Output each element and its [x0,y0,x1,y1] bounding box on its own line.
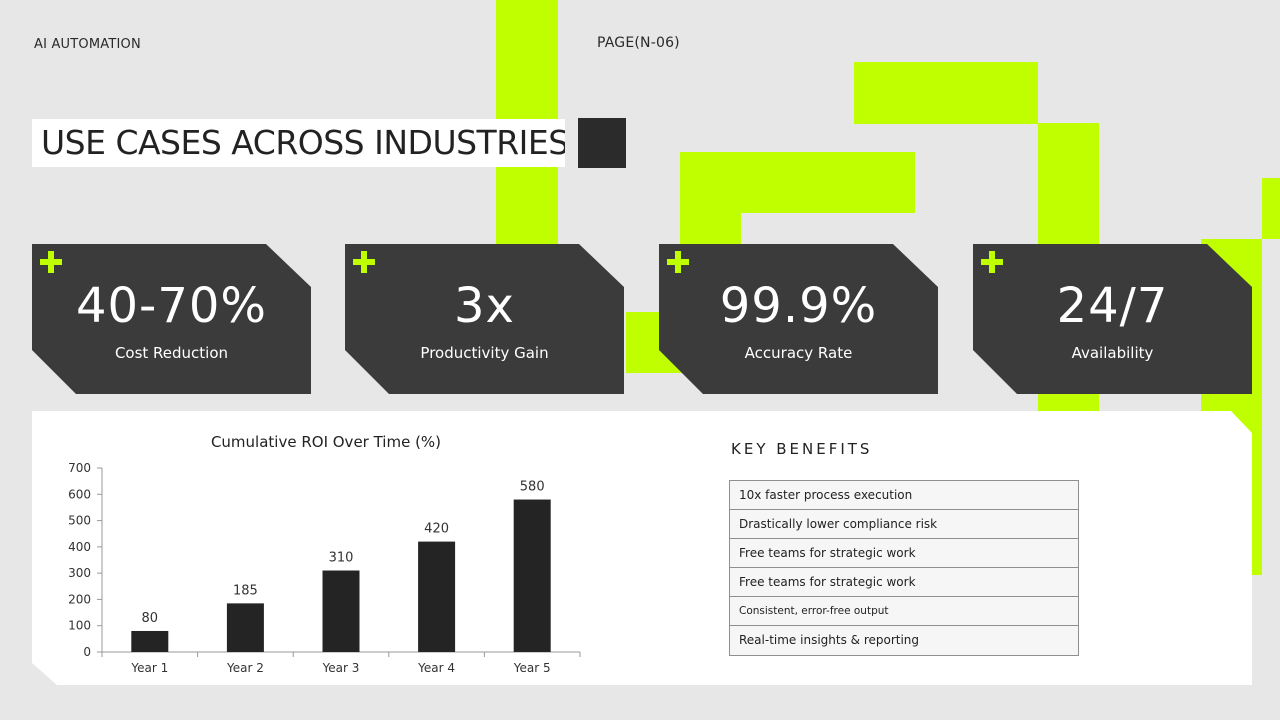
stat-label: Cost Reduction [114,344,229,362]
x-tick-label: Year 1 [130,661,168,675]
y-tick-label: 200 [68,592,91,606]
data-label: 580 [520,480,545,495]
x-tick-label: Year 2 [226,661,264,675]
plus-icon [667,251,689,273]
benefit-row: Consistent, error-free output [730,597,1078,626]
data-label: 80 [142,611,159,626]
bar [513,499,551,652]
stat-value: 24/7 [1056,278,1169,334]
stat-card-accuracy-rate: 99.9% Accuracy Rate [659,244,938,394]
data-label: 310 [329,551,354,566]
key-benefits-heading: KEY BENEFITS [731,440,873,458]
key-benefits-table: 10x faster process execution Drastically… [729,480,1079,656]
accent-block [854,62,1038,124]
y-tick-label: 300 [68,566,91,580]
stat-label: Availability [1071,344,1154,362]
bar [131,630,169,652]
data-label: 420 [424,522,449,537]
x-tick-label: Year 5 [513,661,551,675]
benefit-row: Free teams for strategic work [730,568,1078,597]
y-tick-label: 700 [68,461,91,475]
brand-label: AI AUTOMATION [34,37,141,52]
y-tick-label: 0 [83,645,91,659]
chart-title: Cumulative ROI Over Time (%) [211,433,441,451]
title-square-decoration [578,118,626,168]
stat-label: Productivity Gain [420,344,549,362]
content-panel: Cumulative ROI Over Time (%) 0 100 200 300 4… [32,411,1252,685]
stat-card-availability: 24/7 Availability [973,244,1252,394]
roi-bar-chart: Cumulative ROI Over Time (%) 0 100 200 300 4… [68,433,581,675]
benefit-row: Free teams for strategic work [730,539,1078,568]
bar [322,570,360,652]
data-label: 185 [233,583,258,598]
page-number: PAGE(N-06) [597,35,680,51]
benefit-row: 10x faster process execution [730,481,1078,510]
bar [418,541,456,652]
stat-value: 40-70% [75,278,268,334]
benefit-row: Real-time insights & reporting [739,633,920,647]
y-tick-label: 600 [68,487,91,501]
x-tick-label: Year 4 [417,661,455,675]
stat-label: Accuracy Rate [744,344,853,362]
accent-block [1262,178,1280,239]
y-tick-label: 400 [68,540,91,554]
y-tick-label: 500 [68,514,91,528]
plus-icon [353,251,375,273]
bar [226,603,264,652]
plus-icon [981,251,1003,273]
accent-block [680,152,741,245]
stat-card-productivity-gain: 3x Productivity Gain [345,244,624,394]
stat-value: 99.9% [719,278,878,334]
x-tick-label: Year 3 [322,661,360,675]
stat-card-cost-reduction: 40-70% Cost Reduction [32,244,311,394]
y-tick-label: 100 [68,619,91,633]
stat-value: 3x [454,278,515,334]
plus-icon [40,251,62,273]
page-title: USE CASES ACROSS INDUSTRIES [32,119,565,167]
benefit-row: Drastically lower compliance risk [730,510,1078,539]
